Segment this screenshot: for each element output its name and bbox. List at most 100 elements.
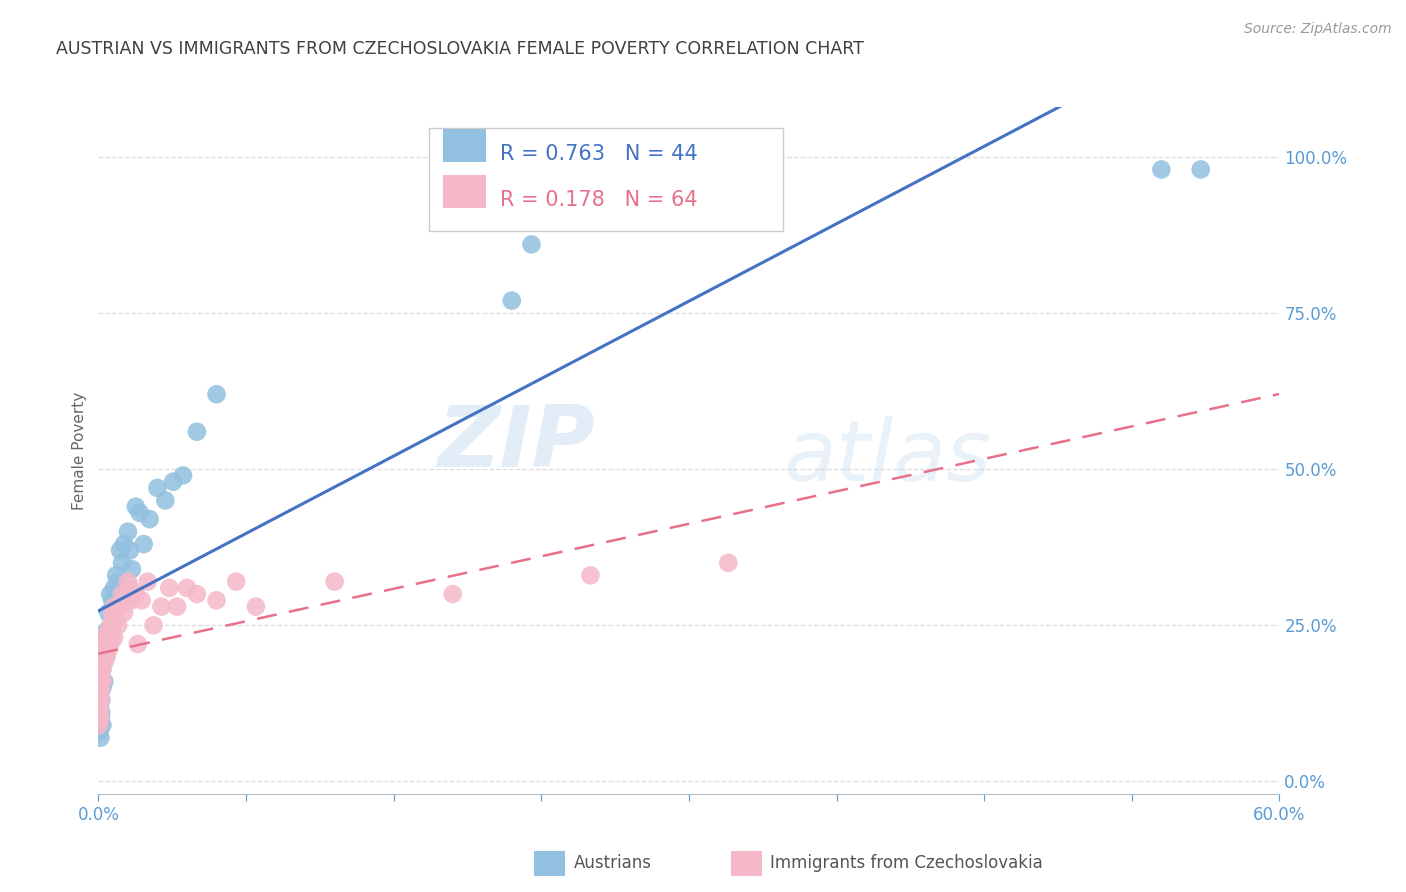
- Point: [89, 687, 111, 701]
- Point: [98, 618, 121, 632]
- Point: [101, 593, 124, 607]
- Point: [501, 293, 523, 308]
- Point: [111, 587, 134, 601]
- Point: [87, 699, 110, 714]
- Point: [91, 662, 114, 676]
- Point: [93, 674, 115, 689]
- Bar: [443, 129, 486, 162]
- Point: [108, 543, 131, 558]
- Point: [1150, 162, 1173, 177]
- Point: [107, 618, 129, 632]
- Point: [91, 674, 114, 689]
- Point: [186, 425, 208, 439]
- Point: [90, 706, 112, 720]
- Point: [142, 618, 165, 632]
- Point: [125, 500, 148, 514]
- Point: [115, 593, 138, 607]
- Point: [89, 687, 111, 701]
- Point: [89, 699, 111, 714]
- Point: [245, 599, 267, 614]
- Point: [90, 693, 112, 707]
- Point: [157, 581, 180, 595]
- Point: [89, 712, 111, 726]
- Point: [90, 668, 112, 682]
- Point: [90, 656, 112, 670]
- Point: [717, 556, 740, 570]
- Point: [91, 637, 114, 651]
- Point: [87, 712, 110, 726]
- Point: [89, 681, 111, 695]
- Point: [103, 599, 125, 614]
- Point: [118, 581, 141, 595]
- Point: [93, 631, 115, 645]
- Point: [89, 699, 111, 714]
- Point: [98, 587, 121, 601]
- Text: Immigrants from Czechoslovakia: Immigrants from Czechoslovakia: [770, 854, 1043, 871]
- Point: [108, 599, 131, 614]
- Text: R = 0.763   N = 44: R = 0.763 N = 44: [501, 144, 697, 164]
- Point: [131, 593, 153, 607]
- Point: [579, 568, 602, 582]
- Point: [150, 599, 173, 614]
- Point: [89, 718, 111, 732]
- Point: [138, 512, 160, 526]
- Point: [1189, 162, 1212, 177]
- Point: [90, 662, 112, 676]
- Point: [121, 562, 143, 576]
- Point: [132, 537, 155, 551]
- FancyBboxPatch shape: [429, 128, 783, 231]
- Text: R = 0.178   N = 64: R = 0.178 N = 64: [501, 190, 697, 210]
- Point: [89, 712, 111, 726]
- Point: [89, 693, 111, 707]
- Point: [121, 593, 143, 607]
- Point: [91, 649, 114, 664]
- Point: [91, 718, 114, 732]
- Point: [117, 574, 139, 589]
- Point: [94, 637, 117, 651]
- Point: [101, 624, 124, 639]
- Point: [107, 574, 129, 589]
- Y-axis label: Female Poverty: Female Poverty: [72, 392, 87, 509]
- Point: [105, 568, 128, 582]
- Point: [128, 506, 150, 520]
- Point: [89, 693, 111, 707]
- Point: [172, 468, 194, 483]
- Point: [186, 587, 208, 601]
- Point: [205, 387, 228, 401]
- Text: Austrians: Austrians: [574, 854, 651, 871]
- Text: AUSTRIAN VS IMMIGRANTS FROM CZECHOSLOVAKIA FEMALE POVERTY CORRELATION CHART: AUSTRIAN VS IMMIGRANTS FROM CZECHOSLOVAK…: [56, 40, 865, 58]
- Point: [323, 574, 346, 589]
- Point: [96, 649, 118, 664]
- Point: [89, 718, 111, 732]
- Point: [520, 237, 543, 252]
- Text: atlas: atlas: [783, 416, 991, 499]
- Point: [96, 637, 118, 651]
- Point: [111, 556, 134, 570]
- Point: [89, 668, 111, 682]
- Point: [91, 681, 114, 695]
- Point: [118, 543, 141, 558]
- Point: [97, 643, 120, 657]
- Point: [540, 137, 562, 152]
- Point: [89, 731, 111, 745]
- Point: [225, 574, 247, 589]
- Point: [89, 706, 111, 720]
- Point: [97, 624, 120, 639]
- Point: [87, 706, 110, 720]
- Point: [103, 631, 125, 645]
- Point: [205, 593, 228, 607]
- Point: [93, 643, 115, 657]
- Point: [89, 687, 111, 701]
- Point: [441, 587, 464, 601]
- Point: [89, 712, 111, 726]
- Point: [136, 574, 159, 589]
- Point: [89, 724, 111, 739]
- Point: [96, 649, 118, 664]
- Point: [125, 587, 148, 601]
- Point: [162, 475, 184, 489]
- Point: [155, 493, 177, 508]
- Point: [112, 606, 135, 620]
- Point: [93, 649, 115, 664]
- Point: [91, 662, 114, 676]
- Text: ZIP: ZIP: [437, 402, 595, 485]
